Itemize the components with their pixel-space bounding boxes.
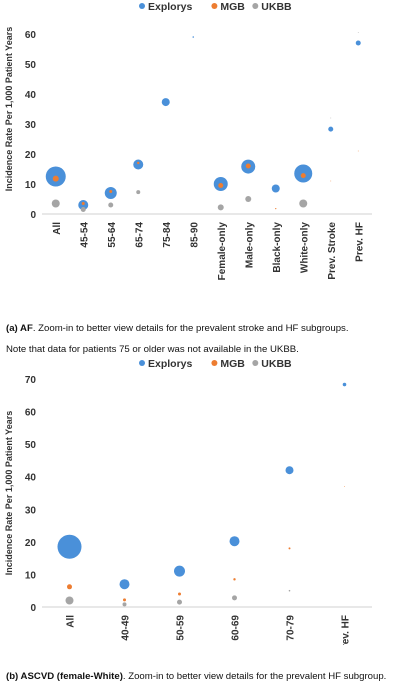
ascvd-legend-label-2: UKBB (261, 358, 292, 370)
af-point-explorys-10 (328, 126, 334, 132)
ascvd-point-mgb-2 (178, 592, 181, 596)
af-point-mgb-8 (275, 208, 277, 210)
af-point-explorys-4 (161, 98, 170, 107)
ascvd-point-explorys-0 (57, 534, 82, 559)
af-x-tick-8: Black-only (272, 222, 283, 273)
af-x-tick-2: 55-64 (107, 222, 118, 248)
af-point-mgb-10 (330, 180, 332, 182)
ascvd-x-tick-1: 40-49 (121, 615, 132, 641)
ascvd-y-tick-3: 30 (25, 505, 37, 516)
af-point-explorys-3 (133, 159, 144, 170)
ascvd-point-ukbb-3 (232, 595, 237, 601)
ascvd-point-mgb-3 (233, 578, 236, 581)
af-x-tick-10: Prev. Stroke (327, 222, 338, 280)
caption-b-label: (b) ASCVD (female-White) (6, 671, 123, 682)
af-point-ukbb-7 (245, 196, 252, 202)
af-x-tick-6: Female-only (217, 222, 228, 281)
caption-a: (a) AF. Zoom-in to better view details f… (6, 322, 349, 335)
af-y-tick-3: 30 (25, 120, 37, 131)
ascvd-y-axis-label: Incidence Rate Per 1,000 Patient Years (4, 411, 14, 575)
caption-a-note-text: Note that data for patients 75 or older … (6, 344, 299, 355)
ascvd-y-tick-6: 60 (25, 408, 37, 419)
caption-b: (b) ASCVD (female-White). Zoom-in to bet… (6, 670, 386, 683)
af-point-mgb-2 (109, 190, 113, 193)
af-x-tick-1: 45-54 (79, 222, 90, 248)
caption-a-note: Note that data for patients 75 or older … (6, 343, 299, 356)
af-point-ukbb-2 (108, 202, 114, 208)
caption-a-label: (a) AF (6, 323, 33, 334)
ascvd-point-mgb-1 (123, 598, 126, 602)
af-point-mgb-0 (52, 175, 59, 182)
af-legend-label-0: Explorys (148, 1, 193, 13)
caption-b-text: . Zoom-in to better view details for the… (122, 671, 387, 682)
ascvd-point-ukbb-2 (177, 599, 182, 605)
ascvd-legend-marker-0 (139, 360, 145, 366)
af-y-tick-2: 20 (25, 150, 37, 161)
af-point-mgb-3 (137, 161, 140, 165)
af-x-tick-0: All (52, 222, 63, 235)
ascvd-x-tick-3: 60-69 (231, 615, 242, 641)
ascvd-legend-label-1: MGB (220, 358, 245, 370)
af-legend-marker-1 (211, 3, 218, 9)
ascvd-point-mgb-5 (344, 486, 345, 487)
ascvd-point-ukbb-4 (288, 589, 291, 592)
af-point-mgb-11 (357, 150, 359, 152)
af-point-explorys-8 (271, 184, 280, 193)
ascvd-x-tick-0: All (66, 615, 77, 628)
af-point-mgb-6 (218, 183, 224, 188)
caption-a-text: . Zoom-in to better view details for the… (32, 323, 349, 334)
af-x-tick-4: 75-84 (162, 222, 173, 248)
ascvd-y-tick-4: 40 (25, 473, 37, 484)
ascvd-point-mgb-4 (288, 547, 291, 550)
af-point-ukbb-3 (136, 190, 141, 195)
af-y-tick-0: 0 (30, 210, 36, 221)
af-y-tick-4: 40 (25, 90, 37, 101)
ascvd-point-ukbb-0 (65, 596, 74, 605)
af-x-tick-9: White-only (299, 222, 310, 274)
ascvd-y-tick-2: 20 (25, 538, 37, 549)
af-point-ukbb-1 (80, 207, 86, 212)
ascvd-legend-label-0: Explorys (148, 358, 193, 370)
af-point-ukbb-9 (299, 199, 308, 208)
af-legend-marker-2 (252, 3, 259, 9)
ascvd-y-tick-5: 50 (25, 440, 37, 451)
ascvd-x-tick-4: 70-79 (286, 615, 297, 641)
ascvd-x-tick-2: 50-59 (176, 615, 187, 641)
af-legend-label-1: MGB (220, 1, 245, 13)
ascvd-point-ukbb-1 (122, 602, 127, 607)
ascvd-x-tick-5: Prev. HF (341, 615, 352, 645)
af-point-explorys-11 (355, 40, 361, 46)
af-x-tick-11: Prev. HF (354, 222, 365, 262)
af-y-tick-6: 60 (25, 30, 37, 41)
af-point-mgb-1 (81, 202, 85, 205)
ascvd-point-explorys-5 (342, 382, 347, 387)
af-legend-label-2: UKBB (261, 1, 292, 13)
af-point-ukbb-6 (217, 204, 224, 211)
ascvd-point-explorys-4 (285, 466, 294, 475)
ascvd-y-tick-1: 10 (25, 570, 37, 581)
af-y-axis-label: Incidence Rate Per 1,000 Patient Years (4, 27, 14, 191)
af-x-tick-7: Male-only (244, 222, 255, 269)
af-x-tick-3: 65-74 (134, 222, 145, 248)
af-bubble-chart: Explorys MGB UKBB Incidence Rate Per 1,000 … (4, 1, 372, 281)
af-point-ukbb-11 (357, 32, 359, 33)
af-point-mgb-7 (245, 163, 251, 169)
af-point-ukbb-10 (330, 117, 332, 119)
ascvd-legend-marker-2 (252, 360, 259, 366)
ascvd-y-tick-7: 70 (25, 375, 37, 386)
af-y-tick-1: 10 (25, 180, 37, 191)
ascvd-point-explorys-1 (119, 579, 130, 590)
af-y-tick-5: 50 (25, 60, 37, 71)
ascvd-bubble-chart: Explorys MGB UKBB Incidence Rate Per 1,000 … (4, 358, 372, 645)
ascvd-y-tick-0: 0 (30, 603, 36, 614)
af-point-explorys-5 (192, 36, 195, 38)
af-x-tick-5: 85-90 (189, 222, 200, 248)
af-point-ukbb-0 (51, 199, 60, 208)
ascvd-point-explorys-2 (174, 565, 185, 577)
af-point-mgb-9 (300, 173, 306, 179)
af-legend-marker-0 (139, 3, 145, 9)
ascvd-point-explorys-3 (229, 536, 240, 547)
ascvd-point-mgb-0 (67, 584, 72, 590)
ascvd-legend-marker-1 (211, 360, 218, 366)
